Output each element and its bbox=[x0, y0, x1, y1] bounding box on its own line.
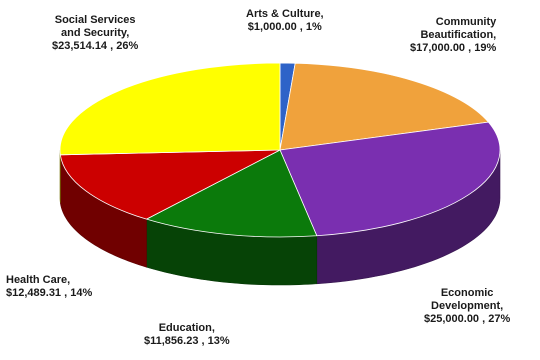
label-economic-development: Economic Development, $25,000.00 , 27% bbox=[424, 287, 510, 326]
pie-slice-community-beautification bbox=[279, 62, 489, 151]
label-education-line-2: $11,856.23 , 13% bbox=[144, 335, 230, 347]
label-arts-culture-line-1: Arts & Culture, bbox=[246, 8, 324, 20]
pie-slice-health-care bbox=[59, 149, 281, 220]
label-social-services-line-3: $23,514.14 , 26% bbox=[52, 40, 139, 52]
pie-side-walls bbox=[59, 149, 501, 286]
pie-top-faces bbox=[59, 62, 501, 238]
pie-slice-education bbox=[146, 149, 318, 238]
label-community-line-1: Community bbox=[435, 16, 497, 28]
label-community-beautification: Community Beautification, $17,000.00 , 1… bbox=[410, 16, 496, 55]
label-arts-culture: Arts & Culture, $1,000.00 , 1% bbox=[246, 8, 324, 34]
label-health-care-line-1: Health Care, bbox=[6, 274, 71, 286]
label-social-services-line-1: Social Services bbox=[54, 14, 136, 26]
label-arts-culture-line-2: $1,000.00 , 1% bbox=[247, 21, 322, 33]
label-social-services-line-2: and Security, bbox=[60, 27, 130, 39]
pie-slice-economic-development bbox=[279, 121, 501, 237]
label-health-care-line-2: $12,489.31 , 14% bbox=[6, 287, 93, 299]
label-education: Education, $11,856.23 , 13% bbox=[144, 322, 230, 348]
pie-slice-social-services-and-security bbox=[59, 62, 281, 156]
label-community-line-2: Beautification, bbox=[420, 29, 497, 41]
label-economic-line-2: Development, bbox=[431, 300, 504, 312]
label-economic-line-1: Economic bbox=[440, 287, 494, 299]
label-social-services: Social Services and Security, $23,514.14… bbox=[52, 14, 138, 53]
label-economic-line-3: $25,000.00 , 27% bbox=[424, 313, 511, 325]
label-health-care: Health Care, $12,489.31 , 14% bbox=[6, 274, 92, 300]
label-community-line-3: $17,000.00 , 19% bbox=[410, 42, 497, 54]
label-education-line-1: Education, bbox=[158, 322, 215, 334]
